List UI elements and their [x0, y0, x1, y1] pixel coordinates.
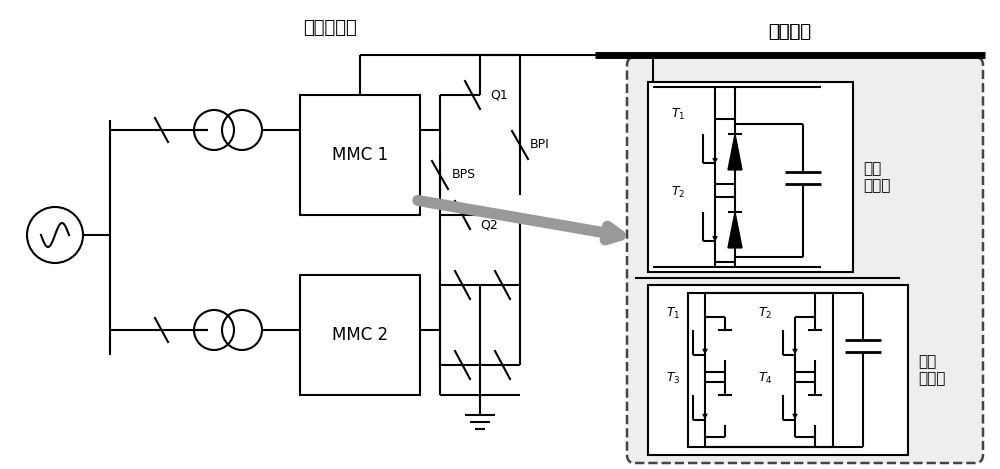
Polygon shape — [728, 212, 742, 248]
Text: $T_2$: $T_2$ — [758, 305, 772, 320]
Polygon shape — [718, 330, 732, 360]
Text: 直流线路: 直流线路 — [768, 23, 812, 41]
Polygon shape — [718, 395, 732, 425]
Polygon shape — [808, 330, 822, 360]
Text: MMC 1: MMC 1 — [332, 146, 388, 164]
Text: Q1: Q1 — [490, 89, 508, 101]
Polygon shape — [728, 134, 742, 170]
Text: MMC 2: MMC 2 — [332, 326, 388, 344]
FancyBboxPatch shape — [627, 57, 983, 463]
Bar — [648, 285, 908, 455]
Bar — [688, 293, 833, 447]
Text: $T_4$: $T_4$ — [758, 371, 772, 386]
Text: Q2: Q2 — [480, 219, 498, 232]
Bar — [300, 95, 420, 215]
Text: BPI: BPI — [530, 138, 550, 151]
Text: BPS: BPS — [452, 168, 476, 182]
Text: $T_1$: $T_1$ — [671, 106, 685, 121]
Text: 直流线路: 直流线路 — [768, 23, 812, 41]
Text: $T_2$: $T_2$ — [671, 184, 685, 199]
Polygon shape — [808, 395, 822, 425]
Text: 半桥
子模块: 半桥 子模块 — [863, 161, 890, 193]
Text: 送端换流站: 送端换流站 — [303, 19, 357, 37]
Text: $T_3$: $T_3$ — [666, 371, 680, 386]
Text: $T_1$: $T_1$ — [666, 305, 680, 320]
Bar — [648, 82, 853, 272]
Text: 全桥
子模块: 全桥 子模块 — [918, 354, 945, 386]
Bar — [300, 275, 420, 395]
